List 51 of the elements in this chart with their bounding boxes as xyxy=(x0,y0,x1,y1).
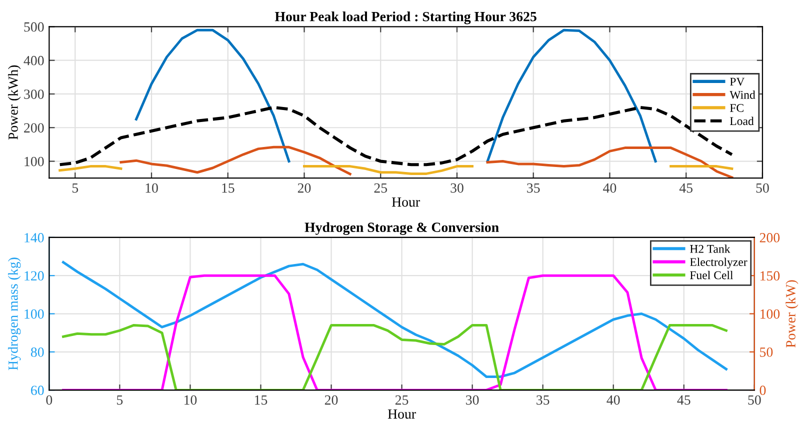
x-tick-label: 5 xyxy=(117,395,123,405)
x-tick-label: 10 xyxy=(146,183,158,193)
x-tick-label: 40 xyxy=(603,183,616,193)
x-axis-title: Hour xyxy=(388,409,416,419)
x-tick-label: 35 xyxy=(527,183,540,193)
x-tick-label: 15 xyxy=(222,183,234,193)
y-tick-label: 100 xyxy=(24,309,44,319)
legend-label: PV xyxy=(730,78,745,86)
x-tick-label: 25 xyxy=(374,183,388,193)
y-tick-label: 500 xyxy=(24,22,44,32)
y2-tick-label: 200 xyxy=(760,233,780,242)
x-tick-label: 45 xyxy=(679,183,693,193)
y-tick-label: 400 xyxy=(24,56,44,66)
x-tick-label: 5 xyxy=(72,183,78,193)
line-series xyxy=(62,324,728,390)
chart-title: Hour Peak load Period : Starting Hour 3625 xyxy=(274,12,536,24)
y2-axis-title: Power (kW) xyxy=(786,280,798,348)
y-tick-label: 300 xyxy=(24,90,44,99)
y-tick-label: 140 xyxy=(24,233,44,242)
y-axis-title: Hydrogen mass (kg) xyxy=(8,258,21,370)
x-tick-label: 50 xyxy=(756,183,769,193)
x-tick-label: 40 xyxy=(606,395,620,405)
x-tick-label: 30 xyxy=(466,395,479,405)
legend-label: Wind xyxy=(730,90,756,99)
legend-label: Electrolyzer xyxy=(690,258,748,268)
y2-tick-label: 50 xyxy=(760,348,773,357)
x-tick-label: 30 xyxy=(450,183,464,193)
legend-label: H2 Tank xyxy=(690,244,730,253)
x-tick-label: 15 xyxy=(255,395,268,405)
x-tick-label: 35 xyxy=(536,395,550,405)
x-tick-label: 0 xyxy=(46,395,52,405)
legend-label: Load xyxy=(730,116,754,126)
x-tick-label: 50 xyxy=(748,395,761,405)
chart-title: Hydrogen Storage & Conversion xyxy=(304,222,499,235)
y2-tick-label: 100 xyxy=(760,309,780,319)
y-tick-label: 120 xyxy=(24,271,44,281)
x-tick-label: 45 xyxy=(677,395,690,405)
x-tick-label: 20 xyxy=(324,395,338,405)
x-tick-label: 25 xyxy=(395,395,408,405)
x-axis-title: Hour xyxy=(392,197,420,207)
legend-label: FC xyxy=(730,104,744,112)
x-tick-label: 10 xyxy=(184,395,197,405)
y-tick-label: 80 xyxy=(30,348,44,357)
y2-tick-label: 150 xyxy=(760,271,780,281)
legend-label: Fuel Cell xyxy=(690,270,734,280)
y2-tick-label: 0 xyxy=(760,386,766,396)
y-tick-label: 60 xyxy=(31,386,44,396)
x-tick-label: 20 xyxy=(298,183,311,193)
y-tick-label: 100 xyxy=(24,156,44,166)
y-tick-label: 200 xyxy=(24,123,44,133)
y-axis-title: Power (kWh) xyxy=(8,65,21,140)
